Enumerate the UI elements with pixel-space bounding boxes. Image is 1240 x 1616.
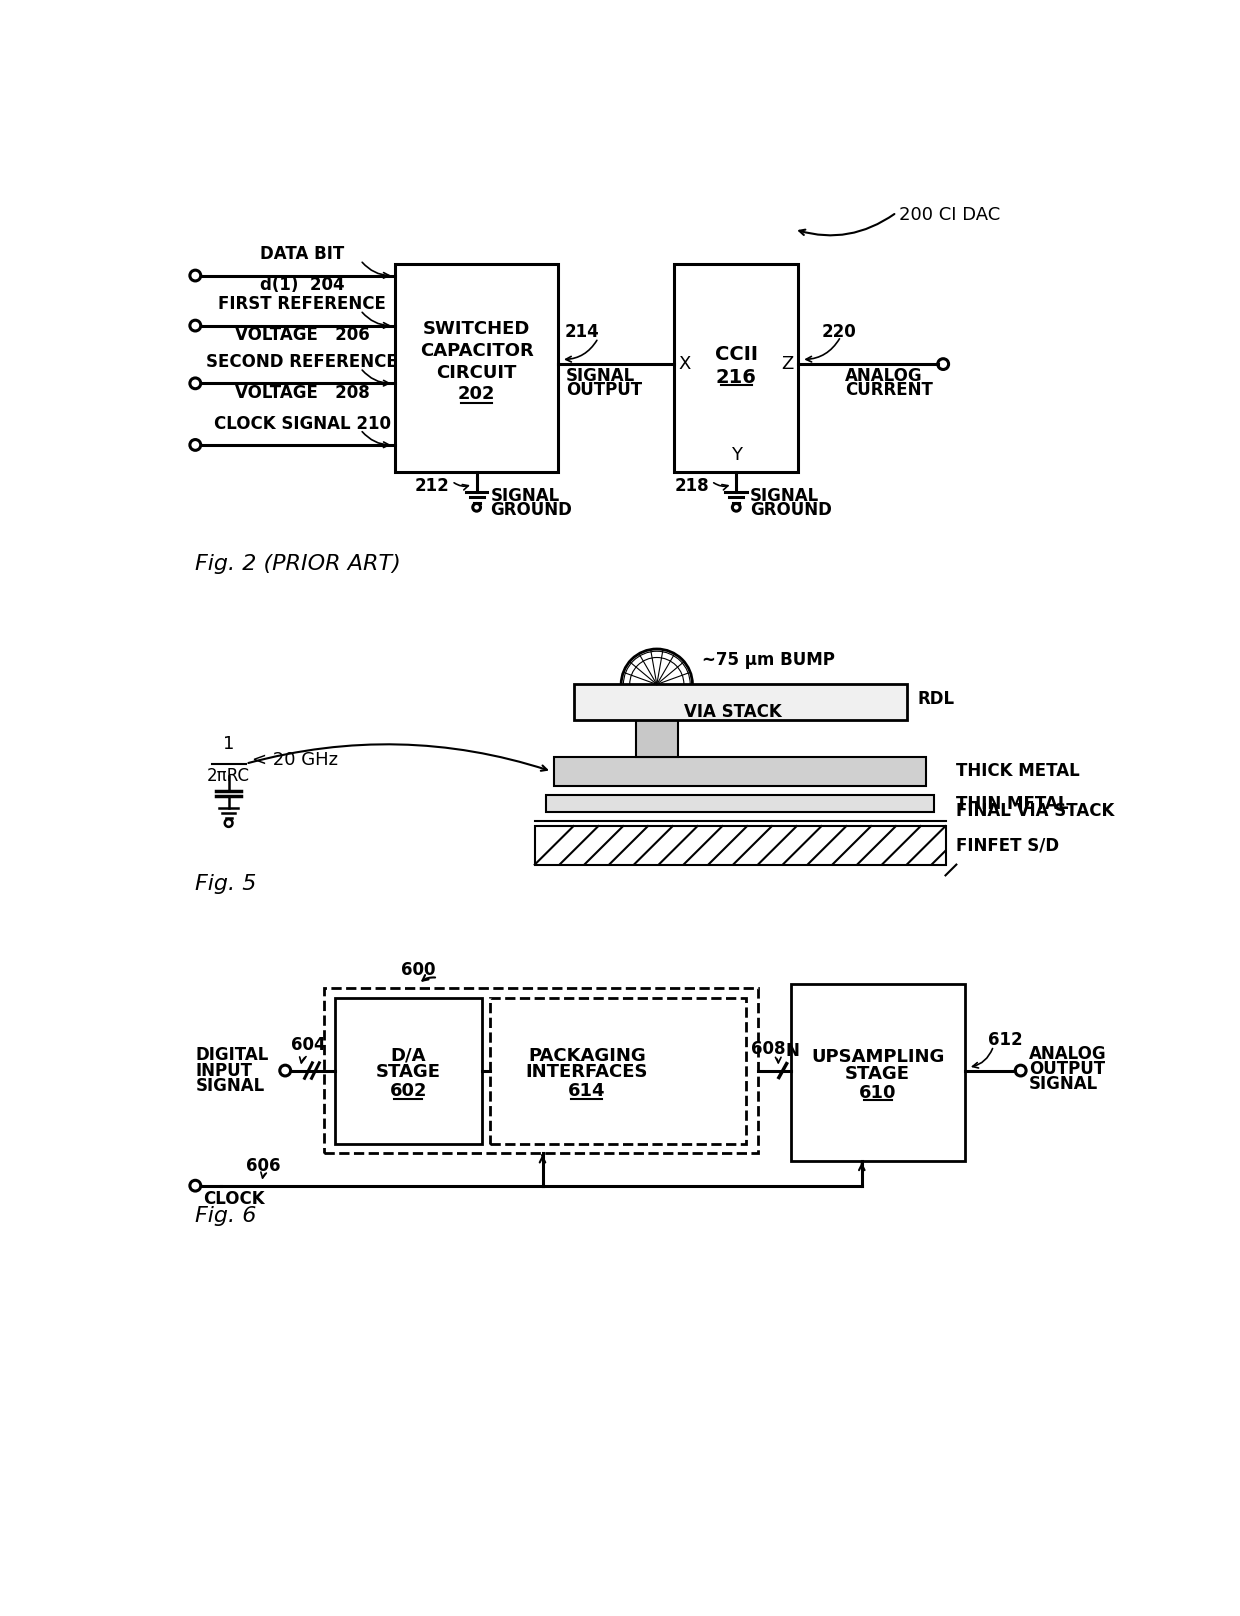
Text: DATA BIT: DATA BIT: [260, 246, 345, 263]
Text: Fig. 2 (PRIOR ART): Fig. 2 (PRIOR ART): [196, 554, 401, 574]
Text: PACKAGING: PACKAGING: [528, 1047, 646, 1065]
Text: DIGITAL: DIGITAL: [196, 1046, 269, 1065]
Text: X: X: [680, 356, 691, 373]
Text: 214: 214: [564, 323, 599, 341]
Text: CAPACITOR: CAPACITOR: [420, 343, 533, 360]
Text: STAGE: STAGE: [376, 1063, 441, 1081]
Text: CLOCK SIGNAL 210: CLOCK SIGNAL 210: [213, 415, 391, 433]
Bar: [534, 826, 945, 865]
Text: SIGNAL: SIGNAL: [491, 488, 559, 506]
Text: 1: 1: [223, 735, 234, 753]
Bar: [324, 987, 758, 1154]
Text: FINAL VIA STACK: FINAL VIA STACK: [956, 802, 1115, 819]
Text: SIGNAL: SIGNAL: [1029, 1075, 1099, 1094]
Text: CURRENT: CURRENT: [844, 381, 932, 399]
Text: 212: 212: [414, 477, 449, 494]
Text: CLOCK: CLOCK: [203, 1191, 264, 1209]
Text: GROUND: GROUND: [750, 501, 832, 519]
Text: ANALOG: ANALOG: [844, 367, 923, 385]
Text: 2πRC: 2πRC: [207, 768, 250, 785]
Text: < 20 GHz: < 20 GHz: [252, 751, 337, 769]
Text: THICK METAL: THICK METAL: [956, 763, 1080, 781]
Text: 604: 604: [290, 1036, 325, 1054]
Text: THIN METAL: THIN METAL: [956, 795, 1069, 813]
Text: 610: 610: [859, 1083, 897, 1102]
Text: VOLTAGE   208: VOLTAGE 208: [234, 385, 370, 402]
Text: RDL: RDL: [918, 690, 955, 708]
Text: OUTPUT: OUTPUT: [565, 381, 642, 399]
Text: 600: 600: [402, 962, 436, 979]
Text: Z: Z: [781, 356, 794, 373]
Bar: [335, 997, 482, 1144]
Text: Y: Y: [730, 446, 742, 464]
Text: SECOND REFERENCE: SECOND REFERENCE: [206, 352, 398, 372]
Text: VOLTAGE   206: VOLTAGE 206: [234, 326, 370, 344]
Text: ANALOG: ANALOG: [1029, 1044, 1107, 1063]
Text: 612: 612: [988, 1031, 1023, 1049]
Text: SWITCHED: SWITCHED: [423, 320, 531, 338]
Text: 218: 218: [675, 477, 709, 494]
Bar: [490, 997, 745, 1144]
Bar: [675, 263, 799, 472]
Text: FIRST REFERENCE: FIRST REFERENCE: [218, 296, 386, 314]
Bar: [554, 756, 926, 785]
Text: SIGNAL: SIGNAL: [196, 1076, 264, 1096]
Text: ~75 μm BUMP: ~75 μm BUMP: [702, 651, 835, 669]
Text: D/A: D/A: [391, 1047, 427, 1065]
Text: CCII: CCII: [714, 344, 758, 364]
Text: INTERFACES: INTERFACES: [526, 1063, 649, 1081]
Text: 202: 202: [458, 385, 495, 402]
Bar: [573, 685, 906, 719]
Text: 220: 220: [821, 323, 857, 341]
Text: 216: 216: [715, 368, 756, 386]
Text: Fig. 5: Fig. 5: [196, 874, 257, 894]
Text: d(1)  204: d(1) 204: [260, 276, 345, 294]
Text: GROUND: GROUND: [491, 501, 573, 519]
Text: INPUT: INPUT: [196, 1062, 252, 1079]
Bar: [547, 795, 934, 813]
Text: 606: 606: [247, 1157, 281, 1175]
Text: VIA STACK: VIA STACK: [684, 703, 782, 721]
Text: Fig. 6: Fig. 6: [196, 1206, 257, 1225]
Text: N: N: [785, 1042, 799, 1060]
Text: 200 CI DAC: 200 CI DAC: [899, 207, 1001, 225]
Text: CIRCUIT: CIRCUIT: [436, 364, 517, 381]
Text: SIGNAL: SIGNAL: [565, 367, 635, 385]
Bar: [396, 263, 558, 472]
Text: SIGNAL: SIGNAL: [750, 488, 820, 506]
Text: FINFET S/D: FINFET S/D: [956, 837, 1059, 855]
Text: UPSAMPLING: UPSAMPLING: [811, 1049, 945, 1067]
Bar: [635, 719, 678, 756]
Text: 602: 602: [389, 1083, 427, 1100]
Text: OUTPUT: OUTPUT: [1029, 1060, 1105, 1078]
Bar: [791, 984, 965, 1160]
Text: 614: 614: [568, 1083, 605, 1100]
Text: STAGE: STAGE: [846, 1065, 910, 1083]
Text: 608: 608: [751, 1041, 785, 1058]
